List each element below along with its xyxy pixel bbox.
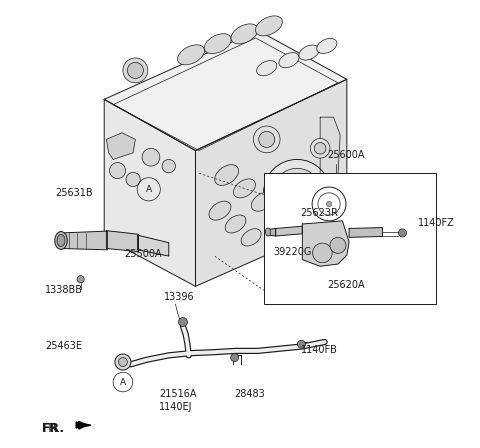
Circle shape — [298, 340, 305, 348]
Ellipse shape — [265, 228, 271, 236]
Text: FR.: FR. — [42, 422, 65, 435]
Ellipse shape — [241, 229, 261, 246]
Circle shape — [276, 190, 282, 196]
Circle shape — [312, 190, 318, 196]
Circle shape — [142, 148, 160, 166]
Circle shape — [312, 243, 332, 263]
Circle shape — [398, 229, 407, 237]
Ellipse shape — [299, 45, 319, 60]
Polygon shape — [302, 221, 349, 266]
Text: 1140EJ: 1140EJ — [159, 401, 192, 412]
Circle shape — [127, 62, 144, 78]
Ellipse shape — [252, 192, 273, 211]
Polygon shape — [76, 422, 91, 428]
Text: A: A — [120, 378, 126, 387]
Polygon shape — [107, 133, 135, 159]
Text: 13396: 13396 — [164, 292, 195, 302]
Text: 25500A: 25500A — [124, 249, 162, 259]
Polygon shape — [62, 231, 108, 250]
Circle shape — [314, 142, 326, 154]
Text: 25623R: 25623R — [300, 208, 338, 218]
Polygon shape — [320, 117, 340, 193]
Polygon shape — [195, 79, 347, 286]
Polygon shape — [104, 99, 195, 286]
Circle shape — [311, 138, 330, 158]
Circle shape — [119, 358, 127, 366]
Bar — [264, 173, 436, 304]
Ellipse shape — [233, 179, 255, 198]
Polygon shape — [349, 228, 383, 237]
Text: FR.: FR. — [42, 422, 61, 435]
Polygon shape — [104, 30, 347, 151]
Circle shape — [285, 174, 291, 181]
Text: 21516A: 21516A — [159, 389, 196, 399]
Ellipse shape — [231, 24, 258, 44]
Text: 25463E: 25463E — [46, 341, 83, 351]
Circle shape — [162, 159, 176, 173]
Text: 25620A: 25620A — [327, 280, 364, 290]
Circle shape — [264, 159, 330, 226]
Circle shape — [303, 205, 309, 211]
Circle shape — [115, 354, 131, 370]
Ellipse shape — [257, 60, 277, 76]
Circle shape — [109, 163, 126, 179]
Text: 1338BB: 1338BB — [46, 285, 84, 295]
Circle shape — [179, 318, 188, 327]
Circle shape — [126, 172, 140, 187]
Text: 28483: 28483 — [235, 389, 265, 399]
Polygon shape — [276, 226, 302, 236]
Ellipse shape — [317, 39, 337, 53]
Ellipse shape — [204, 34, 231, 54]
Polygon shape — [268, 228, 276, 236]
Text: 25600A: 25600A — [327, 150, 364, 160]
Ellipse shape — [178, 45, 204, 65]
Circle shape — [330, 237, 346, 254]
Ellipse shape — [209, 201, 231, 220]
Text: 25631B: 25631B — [55, 188, 93, 198]
Circle shape — [77, 276, 84, 283]
Circle shape — [303, 174, 309, 181]
Ellipse shape — [215, 165, 239, 185]
Text: 39220G: 39220G — [274, 246, 312, 257]
Polygon shape — [107, 231, 139, 252]
Circle shape — [259, 131, 275, 147]
Circle shape — [273, 168, 322, 217]
Circle shape — [285, 205, 291, 211]
Circle shape — [123, 58, 148, 83]
Text: 1140FB: 1140FB — [301, 345, 338, 354]
Ellipse shape — [55, 232, 67, 250]
Text: 1140FZ: 1140FZ — [418, 218, 455, 228]
Circle shape — [326, 201, 332, 207]
Circle shape — [231, 353, 239, 362]
Ellipse shape — [270, 207, 290, 224]
Ellipse shape — [255, 16, 282, 36]
Ellipse shape — [57, 234, 65, 246]
Circle shape — [253, 126, 280, 153]
Circle shape — [288, 184, 306, 202]
Ellipse shape — [279, 52, 299, 68]
Ellipse shape — [225, 215, 246, 233]
Text: A: A — [145, 185, 152, 194]
Polygon shape — [138, 235, 169, 256]
